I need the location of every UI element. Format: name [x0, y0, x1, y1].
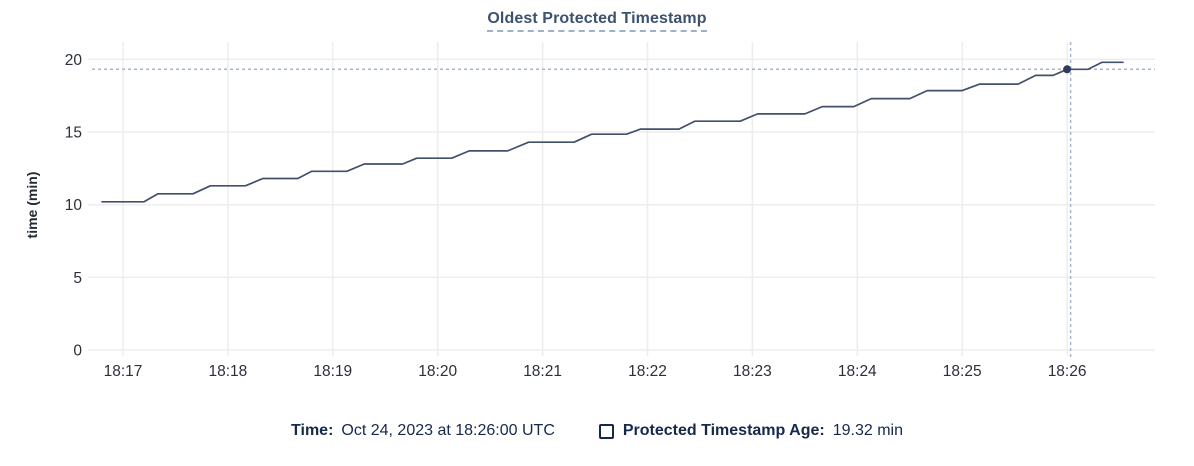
series-line	[101, 61, 1124, 203]
x-tick-label: 18:25	[943, 363, 982, 380]
chart-title[interactable]: Oldest Protected Timestamp	[487, 10, 707, 32]
x-tick-label: 18:18	[209, 363, 248, 380]
x-tick-label: 18:22	[628, 363, 667, 380]
x-tick-label: 18:23	[733, 363, 772, 380]
y-tick-label: 15	[65, 125, 82, 142]
chart-title-row: Oldest Protected Timestamp	[0, 10, 1194, 32]
hover-point	[1063, 65, 1072, 74]
series-checkbox[interactable]	[598, 423, 614, 439]
plot-area[interactable]	[88, 42, 1155, 356]
x-tick-label: 18:21	[523, 363, 562, 380]
y-tick-label: 5	[73, 270, 82, 287]
x-tick-label: 18:19	[313, 363, 352, 380]
y-tick-label: 20	[65, 52, 83, 69]
line-chart-plot: 18:17 18:18 18:19 18:20 18:21 18:22 18:23 18:24…	[65, 42, 1155, 380]
legend-time-value: Oct 24, 2023 at 18:26:00 UTC	[341, 422, 555, 439]
legend-series-label: Protected Timestamp Age:	[622, 422, 825, 439]
x-tick-label: 18:17	[104, 363, 143, 380]
x-tick-label: 18:20	[418, 363, 457, 380]
y-tick-label: 0	[73, 343, 82, 360]
legend-series-value: 19.32 min	[832, 422, 903, 439]
x-tick-label: 18:24	[838, 363, 877, 380]
x-tick-label: 18:26	[1048, 363, 1087, 380]
chart-legend: Time: Oct 24, 2023 at 18:26:00 UTC Prote…	[0, 420, 1194, 442]
y-tick-label: 10	[65, 197, 83, 214]
legend-time-label: Time:	[291, 422, 334, 439]
